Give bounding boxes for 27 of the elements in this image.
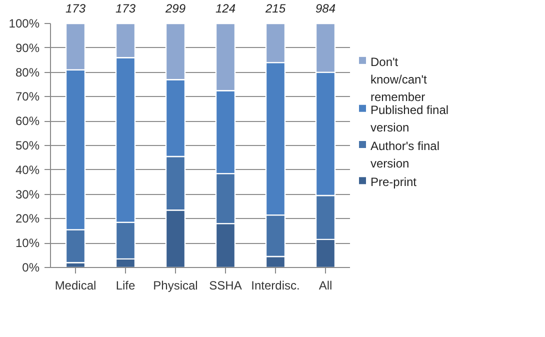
x-tick-label: Life (116, 278, 136, 292)
text: 299 (164, 2, 186, 16)
x-tick-label: Medical (54, 278, 96, 292)
legend-label: Author's final version (370, 139, 440, 170)
y-tick-label: 70% (15, 90, 40, 104)
y-tick-label: 50% (15, 138, 40, 152)
legend-label: Don't know/can't remember (370, 54, 428, 104)
y-tick-label: 60% (15, 114, 40, 128)
text: 173 (65, 2, 86, 16)
text: 215 (264, 2, 286, 16)
text: 173 (115, 2, 136, 16)
y-tick-label: 0% (22, 260, 40, 274)
x-tick-label: Interdisc. (251, 278, 300, 292)
x-tick-label: Physical (153, 278, 198, 292)
text: 984 (315, 2, 336, 16)
y-tick-label: 80% (15, 65, 40, 80)
x-tick-label: All (318, 278, 332, 292)
legend-label: Pre-print (370, 175, 418, 190)
x-tick-label: SSHA (209, 278, 242, 292)
y-tick-label: 10% (15, 236, 40, 250)
text: 124 (215, 2, 236, 16)
legend-label: Published final version (370, 102, 449, 134)
y-tick-label: 90% (15, 40, 40, 55)
y-tick-label: 40% (15, 162, 40, 177)
y-tick-label: 20% (15, 212, 40, 226)
y-tick-label: 100% (8, 16, 40, 30)
y-tick-label: 30% (15, 187, 40, 202)
